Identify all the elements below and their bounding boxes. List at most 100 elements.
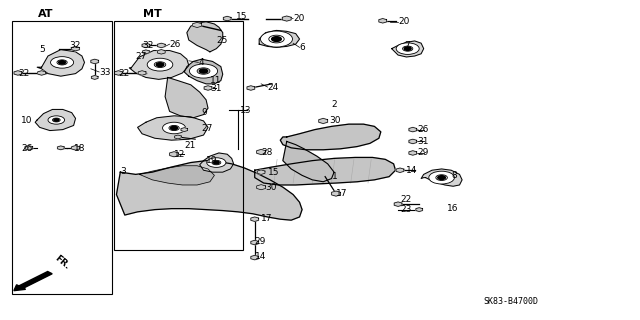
Text: 33: 33: [99, 68, 111, 76]
Circle shape: [158, 64, 162, 66]
Text: 6: 6: [300, 43, 305, 52]
Circle shape: [48, 116, 65, 124]
Circle shape: [212, 160, 221, 165]
Polygon shape: [92, 76, 98, 79]
Circle shape: [197, 68, 210, 74]
Text: 31: 31: [417, 137, 429, 146]
Text: 3: 3: [120, 167, 126, 176]
Polygon shape: [409, 139, 417, 144]
Polygon shape: [181, 128, 188, 132]
Polygon shape: [72, 146, 79, 150]
Text: 17: 17: [336, 189, 348, 198]
Text: 26: 26: [417, 125, 429, 134]
Circle shape: [404, 47, 411, 50]
Polygon shape: [157, 50, 165, 54]
Polygon shape: [280, 124, 381, 150]
Text: 23: 23: [400, 205, 412, 214]
Text: 4: 4: [198, 58, 204, 67]
Text: 9: 9: [202, 108, 207, 117]
Polygon shape: [257, 149, 266, 155]
Polygon shape: [142, 43, 150, 48]
Text: 27: 27: [202, 124, 213, 133]
Circle shape: [214, 161, 219, 164]
Polygon shape: [396, 168, 404, 172]
Text: 29: 29: [417, 148, 429, 157]
Text: 18: 18: [74, 144, 85, 153]
Circle shape: [57, 60, 67, 65]
Text: 25: 25: [216, 36, 228, 44]
Polygon shape: [394, 202, 402, 206]
Text: 7: 7: [404, 41, 410, 50]
Circle shape: [156, 63, 164, 67]
Text: 28: 28: [261, 148, 273, 156]
Text: SK83-B4700D: SK83-B4700D: [483, 297, 538, 306]
Text: FR.: FR.: [52, 254, 71, 271]
Text: 20: 20: [398, 17, 410, 26]
Text: 13: 13: [240, 106, 252, 115]
Circle shape: [396, 43, 419, 54]
Text: 15: 15: [236, 12, 247, 21]
Polygon shape: [129, 51, 189, 79]
Text: 14: 14: [406, 166, 418, 175]
Text: 16: 16: [447, 204, 458, 213]
Bar: [114, 21, 243, 250]
Polygon shape: [251, 255, 259, 260]
Circle shape: [272, 37, 282, 42]
Circle shape: [207, 158, 226, 167]
Polygon shape: [259, 30, 300, 47]
Circle shape: [171, 126, 177, 130]
Circle shape: [436, 175, 447, 180]
Polygon shape: [165, 77, 208, 118]
Circle shape: [260, 31, 292, 47]
Circle shape: [406, 48, 409, 49]
Text: 11: 11: [210, 76, 221, 85]
Text: 12: 12: [174, 150, 186, 159]
Text: 21: 21: [184, 141, 196, 150]
Text: 26: 26: [170, 40, 181, 49]
Polygon shape: [187, 22, 223, 52]
Text: 22: 22: [118, 69, 130, 78]
Polygon shape: [116, 161, 302, 220]
Circle shape: [154, 62, 166, 68]
Polygon shape: [416, 208, 422, 212]
Circle shape: [215, 162, 218, 163]
Polygon shape: [257, 170, 265, 174]
Circle shape: [403, 46, 413, 51]
Text: 2: 2: [332, 100, 337, 109]
Circle shape: [438, 176, 445, 180]
Polygon shape: [115, 71, 122, 75]
Circle shape: [199, 69, 208, 73]
Polygon shape: [251, 217, 259, 221]
Text: 30: 30: [266, 183, 277, 192]
Circle shape: [147, 58, 173, 71]
Circle shape: [61, 62, 63, 63]
Text: 20: 20: [293, 14, 305, 23]
Circle shape: [54, 119, 59, 121]
Text: 22: 22: [18, 69, 29, 78]
Circle shape: [202, 70, 205, 72]
Polygon shape: [223, 16, 231, 21]
Circle shape: [173, 127, 175, 129]
Polygon shape: [25, 146, 33, 150]
Circle shape: [52, 118, 60, 122]
Polygon shape: [140, 166, 214, 185]
Circle shape: [55, 119, 58, 121]
Text: 5: 5: [40, 45, 45, 54]
Polygon shape: [72, 46, 79, 51]
Text: 1: 1: [332, 172, 337, 181]
Polygon shape: [409, 127, 417, 132]
Text: 8: 8: [451, 171, 457, 180]
Text: 29: 29: [255, 237, 266, 246]
Text: 32: 32: [142, 41, 154, 50]
Polygon shape: [193, 22, 202, 28]
Polygon shape: [255, 157, 396, 185]
Polygon shape: [421, 169, 462, 186]
Circle shape: [163, 122, 186, 134]
Polygon shape: [319, 118, 328, 124]
Polygon shape: [14, 71, 22, 75]
FancyArrow shape: [14, 271, 52, 291]
Polygon shape: [58, 146, 64, 150]
Polygon shape: [257, 185, 266, 190]
Polygon shape: [35, 109, 76, 131]
Polygon shape: [138, 71, 146, 75]
